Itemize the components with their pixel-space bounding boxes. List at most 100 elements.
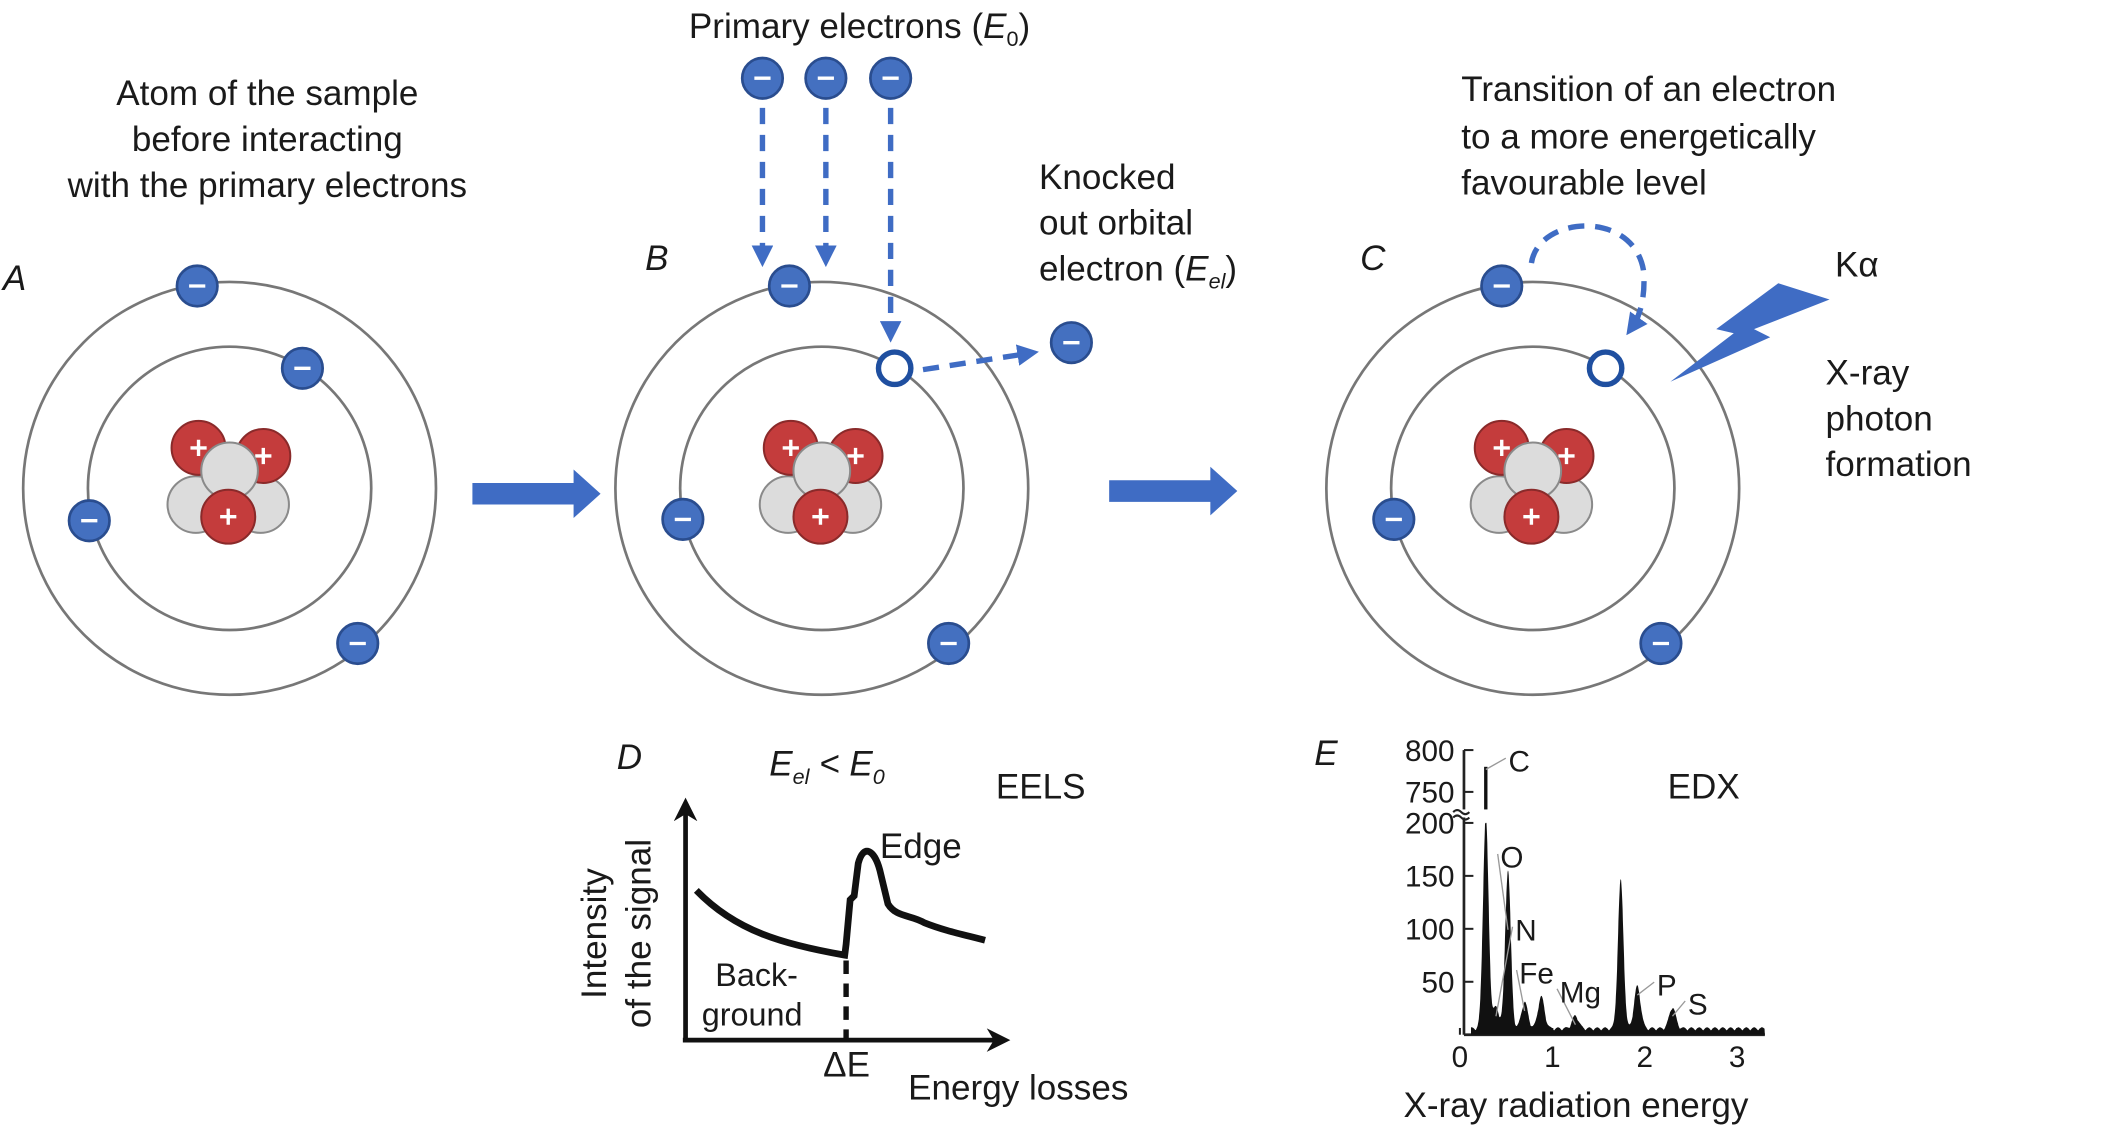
eels-spectrum-curve: [693, 847, 986, 960]
photon-line2: photon: [1826, 399, 1933, 438]
eels-title: EELS: [996, 768, 1086, 807]
plus-icon: [1558, 447, 1575, 465]
plus-icon: [255, 447, 272, 465]
knocked-line2: out orbital: [1039, 204, 1193, 243]
edx-x-tick-label: 3: [1729, 1041, 1746, 1074]
eels-y-label-line2: of the signal: [619, 839, 658, 1028]
edx-peak-label-s: S: [1688, 988, 1708, 1021]
plus-icon: [1493, 439, 1510, 456]
plus-icon: [782, 439, 799, 456]
eels-y-label-line1: Intensity: [575, 868, 614, 999]
eels-edge-label: Edge: [880, 827, 962, 866]
edx-y-tick-label: 150: [1405, 861, 1454, 894]
outer-orbit: [614, 280, 1030, 697]
nucleus: [758, 419, 884, 545]
plus-icon: [220, 508, 237, 525]
edx-x-tick-label: 2: [1636, 1041, 1653, 1074]
electron-vacancy: [875, 349, 914, 388]
electron: [175, 264, 219, 308]
edx-peak-label-p: P: [1657, 970, 1677, 1003]
photon-line3: formation: [1826, 445, 1972, 484]
electron: [1372, 497, 1416, 541]
atoms-layer: [21, 56, 1741, 697]
atom-b: [614, 264, 1030, 697]
lightning-bolt-icon: [1670, 283, 1830, 382]
plus-icon: [190, 439, 207, 456]
edx-y-tick-label: 50: [1422, 967, 1455, 1000]
photon-line1: X-ray: [1826, 353, 1910, 392]
caption-a-line2: before interacting: [132, 120, 403, 159]
inner-orbit: [678, 345, 965, 632]
caption-a-line3: with the primary electrons: [67, 166, 467, 205]
outer-orbit: [1325, 280, 1741, 697]
edx-peak-leader: [1671, 1000, 1686, 1017]
plus-icon: [812, 508, 829, 525]
arrow-a-to-b: [472, 469, 601, 519]
edx-peak-label-c: C: [1508, 746, 1529, 779]
edx-y-tick-label: 100: [1405, 914, 1454, 947]
inner-orbit: [1389, 345, 1676, 632]
knocked-line1: Knocked: [1039, 158, 1175, 197]
edx-peak-leader: [1485, 757, 1507, 771]
edx-peak-leader: [1495, 926, 1514, 1017]
panel-letter-d: D: [617, 738, 642, 777]
nucleus: [166, 419, 292, 545]
arrow-b-to-c: [1109, 466, 1238, 516]
panel-letter-a: A: [1, 259, 26, 298]
eels-condition: Eel < E0: [769, 745, 885, 789]
eels-delta-e: ΔE: [823, 1046, 870, 1085]
panel-letter-e: E: [1314, 734, 1338, 773]
transition-line2: to a more energetically: [1461, 117, 1816, 156]
electron: [661, 497, 705, 541]
edx-peak-label-o: O: [1500, 841, 1523, 874]
edx-peak-leader: [1497, 853, 1509, 930]
plus-icon: [847, 447, 864, 465]
edx-peak-label-n: N: [1515, 914, 1536, 947]
plus-icon: [1523, 508, 1540, 525]
electron: [740, 56, 785, 100]
electron: [1480, 264, 1524, 308]
electron: [280, 346, 325, 390]
panel-letter-c: C: [1360, 239, 1386, 278]
edx-title: EDX: [1668, 768, 1740, 807]
edx-peak-leader: [1515, 969, 1526, 1012]
edx-axis-break: [1452, 809, 1471, 821]
edx-x-tick-label: 1: [1544, 1041, 1560, 1074]
electron: [767, 264, 812, 308]
edx-peak-label-fe: Fe: [1519, 957, 1554, 990]
atom-c: [1325, 264, 1741, 697]
nucleus: [1469, 419, 1595, 545]
edx-peak-leader: [1636, 981, 1655, 996]
edx-spectrum-area: [1470, 822, 1765, 1035]
electron: [67, 499, 111, 543]
edx-peak-leader: [1556, 988, 1577, 1026]
edx-y-tick-label: 800: [1405, 735, 1454, 768]
edx-x-tick-label: 0: [1452, 1041, 1469, 1074]
electron-vacancy: [1586, 349, 1625, 388]
edx-y-tick-label: 750: [1405, 777, 1454, 810]
transition-line3: favourable level: [1461, 163, 1707, 202]
atom-a: [21, 264, 438, 697]
eels-background-line1: Back-: [715, 957, 798, 993]
transition-line1: Transition of an electron: [1461, 70, 1836, 109]
electron: [1049, 321, 1093, 365]
electron: [1639, 621, 1683, 666]
electron: [804, 56, 848, 100]
edx-y-tick-label: 200: [1405, 808, 1454, 841]
electron: [336, 621, 380, 666]
knocked-line3: electron (Eel): [1039, 250, 1237, 294]
edx-peak-label-mg: Mg: [1560, 976, 1601, 1009]
primary-electron-paths: [751, 107, 1648, 373]
inner-orbit: [86, 345, 373, 632]
caption-a-line1: Atom of the sample: [116, 74, 418, 113]
electron: [927, 621, 971, 666]
electron: [869, 56, 913, 100]
eels-background-line2: ground: [702, 996, 803, 1032]
outer-orbit: [21, 280, 438, 697]
k-alpha-label: Kα: [1835, 246, 1879, 285]
edx-x-label: X-ray radiation energy: [1403, 1086, 1748, 1125]
eels-x-label: Energy losses: [908, 1068, 1128, 1107]
panel-letter-b: B: [645, 239, 668, 278]
